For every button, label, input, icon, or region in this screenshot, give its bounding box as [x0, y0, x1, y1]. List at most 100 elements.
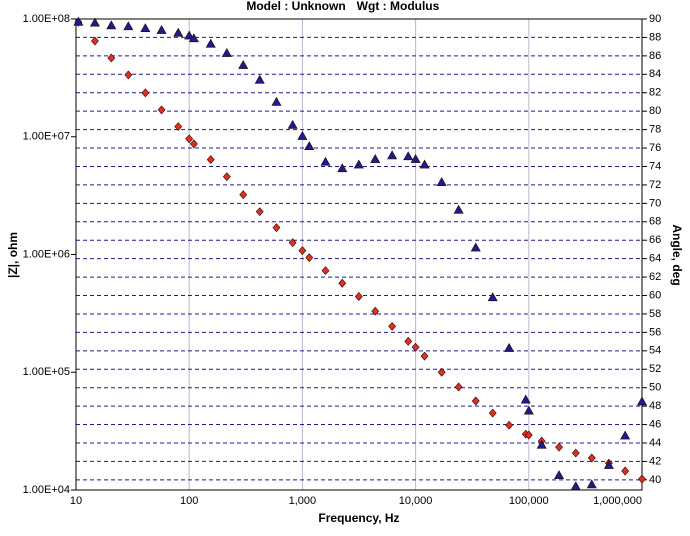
triangle-marker	[554, 470, 565, 480]
triangle-marker	[570, 481, 581, 491]
y2-tick-label: 78	[649, 124, 661, 136]
triangle-marker	[188, 33, 199, 43]
diamond-marker	[185, 134, 194, 144]
diamond-marker	[411, 342, 420, 352]
diamond-marker	[91, 36, 99, 46]
y2-tick-label: 74	[649, 160, 661, 172]
x-tick-label: 1,000	[289, 495, 317, 507]
diamond-marker	[141, 88, 150, 98]
diamond-marker	[388, 321, 396, 331]
triangle-marker	[221, 47, 232, 57]
diamond-marker	[488, 408, 497, 418]
triangle-marker	[436, 177, 447, 186]
y2-tick-label: 52	[649, 363, 661, 375]
y2-tick-label: 58	[649, 308, 661, 320]
diamond-marker	[404, 336, 413, 346]
x-tick-label: 100,000	[509, 495, 549, 507]
diamond-marker	[555, 442, 563, 452]
diamond-marker	[107, 53, 116, 63]
x-tick-label: 1,000,000	[593, 495, 642, 507]
diamond-marker	[288, 238, 297, 248]
triangle-marker	[536, 439, 547, 449]
triangle-marker	[73, 16, 84, 26]
diamond-marker	[255, 207, 264, 217]
chart-subtitle: Wgt : Modulus	[357, 0, 440, 13]
y2-tick-label: 62	[649, 271, 661, 283]
triangle-marker	[287, 119, 298, 129]
triangle-marker	[419, 159, 430, 169]
triangle-marker	[387, 150, 398, 160]
y-axis-label: |Z|, ohm	[6, 232, 20, 278]
y-tick-label: 1.00E+06	[23, 248, 70, 260]
y2-tick-label: 56	[649, 326, 661, 338]
x-axis-label: Frequency, Hz	[318, 511, 399, 525]
y2-tick-label: 68	[649, 216, 661, 228]
y2-tick-label: 72	[649, 179, 661, 191]
triangle-marker	[523, 405, 534, 415]
diamond-marker	[437, 367, 446, 377]
triangle-marker	[603, 460, 614, 469]
y2-tick-label: 70	[649, 197, 661, 209]
diamond-marker	[239, 190, 248, 200]
triangle-marker	[520, 394, 531, 404]
x-tick-label: 100	[180, 495, 198, 507]
y2-tick-label: 80	[649, 105, 661, 117]
diamond-marker	[454, 382, 463, 392]
y2-tick-label: 60	[649, 289, 661, 301]
diamond-marker	[298, 246, 307, 256]
y2-tick-label: 76	[649, 142, 661, 154]
y2-tick-label: 54	[649, 345, 661, 357]
triangle-marker	[297, 130, 308, 140]
triangle-marker	[636, 396, 648, 406]
diamond-marker	[124, 70, 133, 80]
triangle-marker	[453, 204, 464, 214]
y-tick-label: 1.00E+08	[23, 13, 70, 25]
y2-axis-label: Angle, deg	[670, 224, 684, 285]
y2-tick-label: 90	[649, 13, 661, 25]
y2-tick-label: 48	[649, 400, 661, 412]
triangle-marker	[89, 17, 100, 27]
y2-tick-label: 46	[649, 418, 661, 430]
diamond-marker	[621, 466, 630, 476]
triangle-marker	[173, 27, 184, 37]
triangle-marker	[320, 156, 331, 166]
diamond-marker	[587, 453, 596, 463]
y-tick-label: 1.00E+05	[23, 366, 70, 378]
triangle-marker	[620, 430, 631, 440]
triangle-marker	[184, 30, 195, 40]
triangle-marker	[271, 96, 282, 106]
y2-tick-label: 66	[649, 234, 661, 246]
y2-tick-label: 42	[649, 455, 661, 467]
diamond-marker	[222, 172, 231, 182]
x-tick-label: 10	[70, 495, 82, 507]
triangle-marker	[238, 59, 249, 69]
x-tick-label: 10,000	[399, 495, 433, 507]
triangle-marker	[410, 153, 421, 163]
y2-tick-label: 50	[649, 382, 661, 394]
triangle-marker	[337, 163, 348, 173]
triangle-marker	[140, 23, 151, 33]
triangle-marker	[470, 242, 481, 252]
triangle-marker	[123, 21, 134, 31]
diamond-marker	[305, 253, 314, 263]
triangle-marker	[504, 342, 515, 352]
triangle-marker	[254, 74, 265, 84]
y-tick-label: 1.00E+07	[23, 131, 70, 143]
diamond-marker	[505, 420, 514, 430]
triangle-marker	[370, 153, 381, 163]
y2-tick-label: 44	[649, 437, 661, 449]
diamond-marker	[471, 396, 480, 406]
chart-title: Model : Unknown	[246, 0, 345, 13]
triangle-marker	[304, 141, 315, 150]
diamond-marker	[354, 292, 363, 301]
y-tick-label: 1.00E+04	[23, 484, 70, 496]
diamond-marker	[371, 306, 380, 316]
triangle-marker	[353, 159, 364, 169]
diamond-marker	[206, 155, 215, 165]
plot-frame	[75, 18, 643, 491]
y2-tick-label: 86	[649, 50, 661, 62]
diamond-marker	[638, 474, 646, 484]
